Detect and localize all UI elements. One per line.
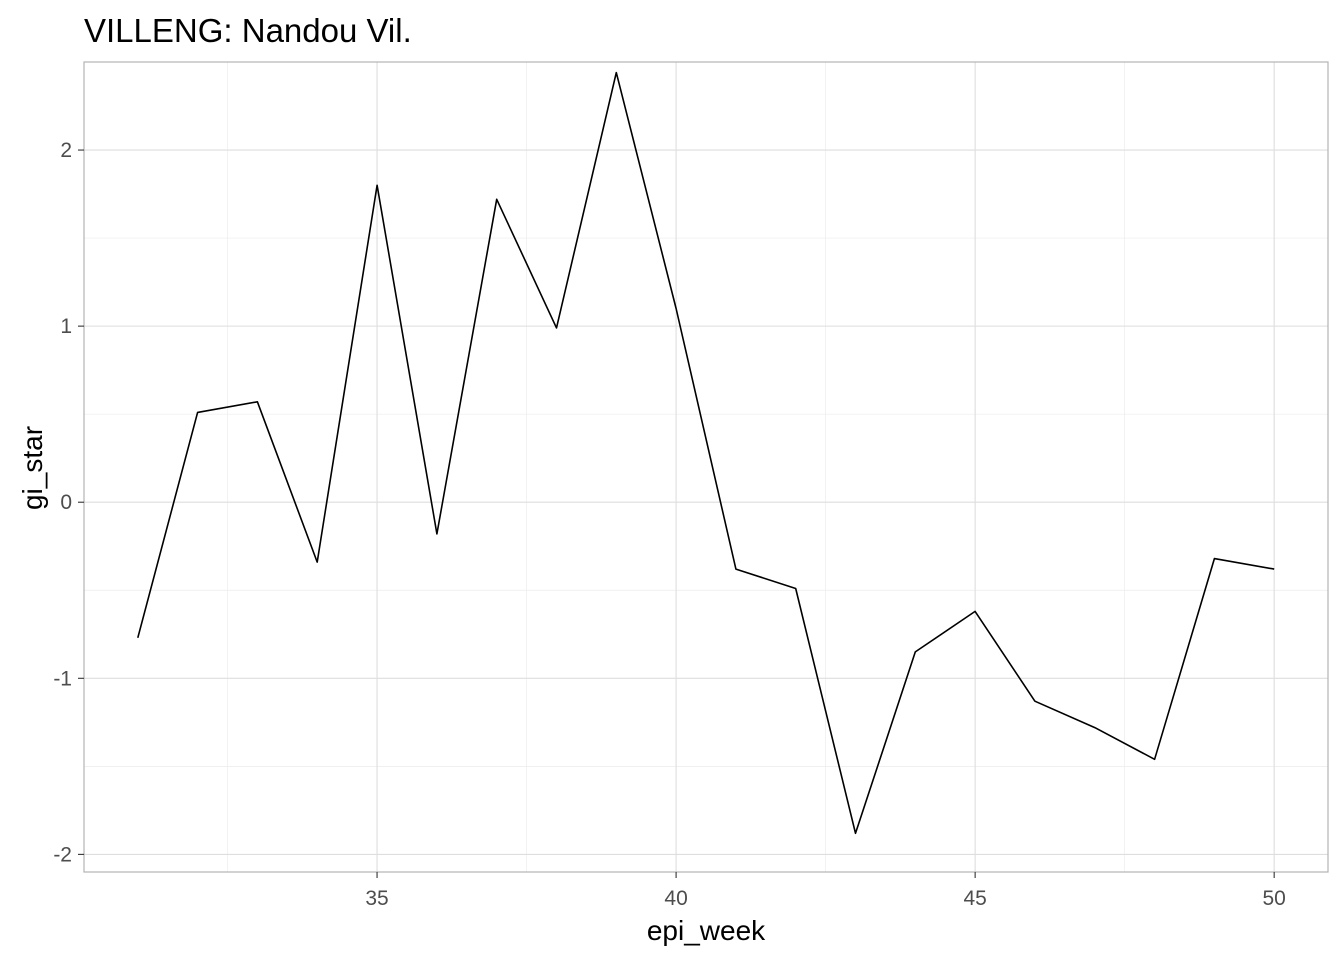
y-axis-title: gi_star bbox=[17, 426, 48, 510]
x-axis-title: epi_week bbox=[647, 915, 766, 946]
y-tick-label: 0 bbox=[60, 491, 72, 514]
y-axis: -2 -1 0 1 2 bbox=[53, 139, 84, 866]
x-tick-label: 45 bbox=[963, 887, 986, 910]
chart-title: VILLENG: Nandou Vil. bbox=[84, 12, 412, 49]
y-tick-label: -1 bbox=[53, 667, 72, 690]
y-tick-label: -2 bbox=[53, 843, 72, 866]
y-tick-label: 1 bbox=[60, 315, 72, 338]
x-tick-label: 35 bbox=[365, 887, 388, 910]
x-axis: 35 40 45 50 bbox=[365, 872, 1286, 910]
gi-star-line bbox=[137, 71, 1275, 835]
x-tick-label: 40 bbox=[664, 887, 687, 910]
plot-panel bbox=[83, 61, 1329, 873]
minor-gridlines bbox=[84, 61, 1328, 872]
y-tick-label: 2 bbox=[60, 139, 72, 162]
major-gridlines bbox=[84, 62, 1328, 872]
x-tick-label: 50 bbox=[1262, 887, 1285, 910]
